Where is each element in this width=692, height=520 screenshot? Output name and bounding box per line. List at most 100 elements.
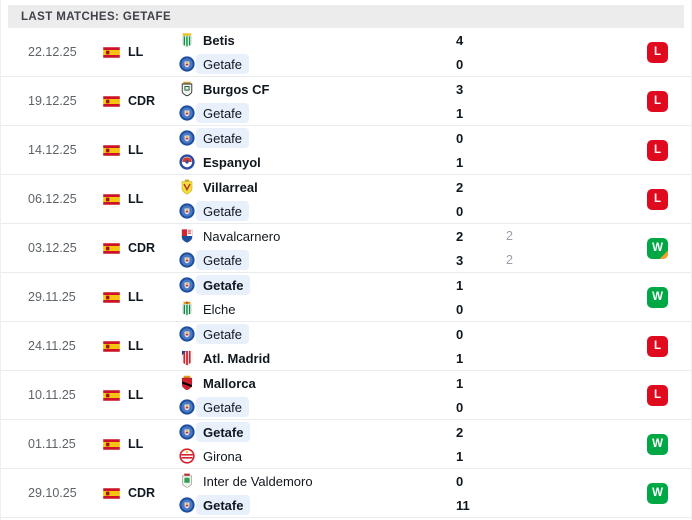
away-team-score: 3 <box>456 252 464 268</box>
match-row[interactable]: 01.11.25 LL Getafe 2 Girona 1 W <box>1 420 691 469</box>
competition-cell: CDR <box>102 77 179 125</box>
competition-label: CDR <box>128 94 156 108</box>
result-badge[interactable]: L <box>647 335 668 357</box>
away-team-score: 0 <box>456 301 464 317</box>
away-team-name: Getafe <box>196 201 250 221</box>
competition-label: LL <box>128 45 144 59</box>
away-team-line[interactable]: Girona 1 <box>179 446 647 466</box>
home-team-line[interactable]: Villarreal 2 <box>179 177 647 197</box>
match-row[interactable]: 24.11.25 LL Getafe 0 Atl. Madrid 1 L <box>1 322 691 371</box>
away-team-line[interactable]: Getafe 11 <box>179 495 647 515</box>
match-row[interactable]: 29.11.25 LL Getafe 1 Elche 0 W <box>1 273 691 322</box>
result-badge[interactable]: L <box>647 188 668 210</box>
away-team-name: Espanyol <box>203 154 261 170</box>
home-team-line[interactable]: Mallorca 1 <box>179 373 647 393</box>
away-team-score: 0 <box>456 56 464 72</box>
home-team-line[interactable]: Getafe 1 <box>179 275 647 295</box>
competition-label: LL <box>128 143 144 157</box>
competition-cell: CDR <box>102 224 179 272</box>
competition-label: CDR <box>128 486 156 500</box>
away-team-score: 1 <box>456 154 464 170</box>
match-row[interactable]: 29.10.25 CDR Inter de Valdemoro 0 Getafe… <box>1 469 691 518</box>
away-team-line[interactable]: Getafe 1 <box>179 103 647 123</box>
getafe-logo-icon <box>179 497 195 513</box>
navalcarnero-logo-icon <box>179 228 195 244</box>
home-team-name: Navalcarnero <box>203 228 281 244</box>
result-badge[interactable]: L <box>647 41 668 63</box>
mallorca-logo-icon <box>179 375 195 391</box>
match-row[interactable]: 10.11.25 LL Mallorca 1 Getafe 0 L <box>1 371 691 420</box>
teams-and-scores: Getafe 0 Atl. Madrid 1 <box>179 322 647 370</box>
away-team-line[interactable]: Espanyol 1 <box>179 152 647 172</box>
home-team-line[interactable]: Getafe 2 <box>179 422 647 442</box>
result-badge[interactable]: W <box>647 286 668 308</box>
result-badge[interactable]: L <box>647 384 668 406</box>
spain-flag-icon <box>102 95 121 107</box>
home-team-name: Burgos CF <box>203 81 270 97</box>
espanyol-logo-icon <box>179 154 195 170</box>
match-date: 29.11.25 <box>28 290 76 304</box>
match-date: 10.11.25 <box>28 388 76 402</box>
away-team-name: Atl. Madrid <box>203 350 271 366</box>
away-team-score: 1 <box>456 350 464 366</box>
teams-and-scores: Getafe 2 Girona 1 <box>179 420 647 468</box>
teams-and-scores: Getafe 1 Elche 0 <box>179 273 647 321</box>
result-badge[interactable]: L <box>647 139 668 161</box>
competition-cell: LL <box>102 322 179 370</box>
home-team-name: Getafe <box>196 422 251 442</box>
match-row[interactable]: 22.12.25 LL Betis 4 Getafe 0 L <box>1 28 691 77</box>
match-row[interactable]: 19.12.25 CDR Burgos CF 3 Getafe 1 L <box>1 77 691 126</box>
competition-cell: LL <box>102 371 179 419</box>
getafe-logo-icon <box>179 203 195 219</box>
teams-and-scores: Getafe 0 Espanyol 1 <box>179 126 647 174</box>
result-badge[interactable]: W <box>647 482 668 504</box>
away-team-name: Getafe <box>196 54 250 74</box>
match-row[interactable]: 14.12.25 LL Getafe 0 Espanyol 1 L <box>1 126 691 175</box>
away-team-name: Getafe <box>196 495 251 515</box>
result-badge[interactable]: L <box>647 90 668 112</box>
match-row[interactable]: 03.12.25 CDR Navalcarnero 2 2 Getafe 3 2… <box>1 224 691 273</box>
spain-flag-icon <box>102 291 121 303</box>
competition-label: LL <box>128 290 144 304</box>
home-team-score: 2 <box>456 424 464 440</box>
home-team-line[interactable]: Betis 4 <box>179 30 647 50</box>
home-team-line[interactable]: Getafe 0 <box>179 324 647 344</box>
away-team-line[interactable]: Atl. Madrid 1 <box>179 348 647 368</box>
away-team-line[interactable]: Getafe 3 2 <box>179 250 647 270</box>
home-team-score: 1 <box>456 277 464 293</box>
teams-and-scores: Navalcarnero 2 2 Getafe 3 2 <box>179 224 647 272</box>
home-team-score: 0 <box>456 130 464 146</box>
getafe-logo-icon <box>179 399 195 415</box>
match-date: 29.10.25 <box>28 486 77 500</box>
home-team-score: 2 <box>456 228 464 244</box>
widget-header: LAST MATCHES: GETAFE <box>8 5 684 28</box>
girona-logo-icon <box>179 448 195 464</box>
competition-cell: LL <box>102 420 179 468</box>
spain-flag-icon <box>102 46 121 58</box>
home-team-line[interactable]: Getafe 0 <box>179 128 647 148</box>
away-team-line[interactable]: Getafe 0 <box>179 54 647 74</box>
away-team-secondary-score: 2 <box>506 253 513 267</box>
result-badge[interactable]: W <box>647 433 668 455</box>
home-team-score: 3 <box>456 81 464 97</box>
spain-flag-icon <box>102 389 121 401</box>
away-team-name: Getafe <box>196 250 250 270</box>
away-team-line[interactable]: Getafe 0 <box>179 201 647 221</box>
competition-label: LL <box>128 192 144 206</box>
home-team-score: 4 <box>456 32 464 48</box>
competition-cell: LL <box>102 273 179 321</box>
home-team-line[interactable]: Navalcarnero 2 2 <box>179 226 647 246</box>
match-row[interactable]: 06.12.25 LL Villarreal 2 Getafe 0 L <box>1 175 691 224</box>
home-team-name: Getafe <box>196 275 251 295</box>
away-team-line[interactable]: Elche 0 <box>179 299 647 319</box>
getafe-logo-icon <box>179 130 195 146</box>
away-team-score: 0 <box>456 203 464 219</box>
away-team-line[interactable]: Getafe 0 <box>179 397 647 417</box>
result-badge[interactable]: W <box>647 237 668 259</box>
competition-label: LL <box>128 437 144 451</box>
home-team-line[interactable]: Burgos CF 3 <box>179 79 647 99</box>
away-team-score: 1 <box>456 105 464 121</box>
home-team-line[interactable]: Inter de Valdemoro 0 <box>179 471 647 491</box>
home-team-score: 0 <box>456 326 464 342</box>
home-team-name: Inter de Valdemoro <box>203 473 313 489</box>
